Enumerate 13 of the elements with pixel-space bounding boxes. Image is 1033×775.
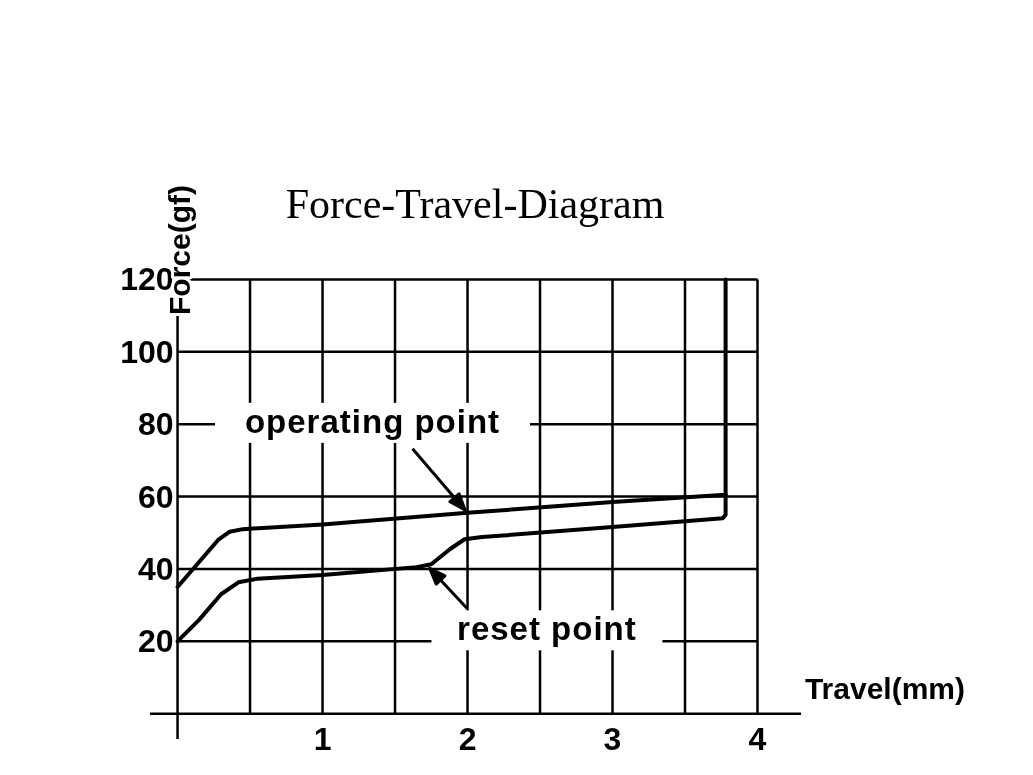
annotation: operating point (244, 402, 501, 440)
y-tick-label: 100 (120, 333, 174, 370)
y-tick-label: 40 (137, 550, 174, 587)
x-tick-label: 4 (748, 720, 767, 757)
x-tick-label: 1 (313, 720, 332, 757)
x-axis-title: Travel(mm) (804, 672, 965, 705)
chart-title: Force-Travel-Diagram (285, 181, 665, 227)
y-tick-label: 20 (137, 623, 174, 660)
x-tick-label: 3 (603, 720, 622, 757)
y-tick-label: 60 (137, 478, 174, 515)
annotation: reset point (457, 610, 637, 648)
x-tick-label: 2 (458, 720, 477, 757)
y-tick-label: 80 (137, 406, 174, 443)
